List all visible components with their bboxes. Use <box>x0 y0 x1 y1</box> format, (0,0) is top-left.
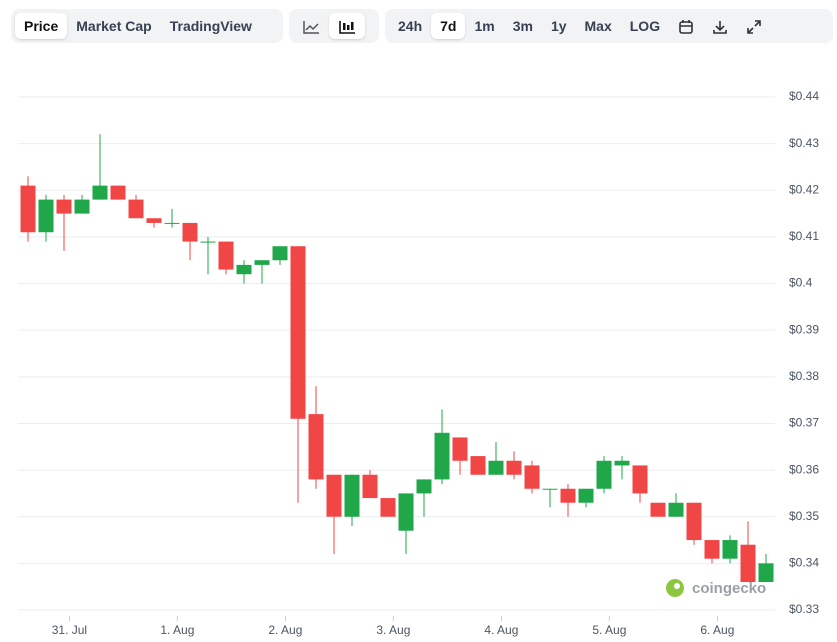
y-tick-label: $0.37 <box>789 416 819 430</box>
x-tick-label: 3. Aug <box>376 623 410 637</box>
candle-body <box>92 185 108 200</box>
candle-body <box>218 241 234 270</box>
candle-body <box>398 493 414 531</box>
candle-body <box>740 544 756 583</box>
candle-body <box>614 460 630 466</box>
candle-body <box>74 199 90 214</box>
calendar-icon[interactable] <box>669 13 703 39</box>
candle-body <box>128 199 144 219</box>
range[interactable]: 24h <box>398 18 423 34</box>
range[interactable]: Max <box>584 18 612 34</box>
y-tick-label: $0.42 <box>789 182 819 196</box>
y-tick-label: $0.41 <box>789 229 819 243</box>
candle-body <box>164 222 180 224</box>
tab[interactable]: TradingView <box>169 18 252 34</box>
candle-body <box>632 465 648 494</box>
candle-body <box>182 222 198 242</box>
candle-body <box>416 479 432 494</box>
line-icon[interactable] <box>293 13 329 39</box>
y-tick-label: $0.33 <box>789 602 819 616</box>
y-tick-label: $0.36 <box>789 462 819 476</box>
candle-body <box>272 246 288 261</box>
candle-body <box>596 460 612 489</box>
candle-body <box>758 563 774 583</box>
candle-body <box>380 498 396 517</box>
plot: $0.33 $0.34 $0.35 $0.36 $0.37 $0.38 $0.39 $0.4 $… <box>18 89 819 637</box>
candle-body <box>290 246 306 419</box>
candle-body <box>704 540 720 559</box>
candle-body <box>236 264 252 275</box>
candle-body <box>326 474 342 517</box>
x-tick-label: 31. Jul <box>52 623 87 637</box>
candle-body <box>560 488 576 503</box>
candle-body <box>38 199 54 233</box>
y-tick-label: $0.34 <box>789 556 819 570</box>
candle-body <box>434 432 450 480</box>
range[interactable]: 1y <box>550 18 567 34</box>
range[interactable]: LOG <box>629 18 661 34</box>
candle-body <box>308 414 324 480</box>
candle-body <box>344 474 360 517</box>
tab[interactable]: Price <box>15 13 68 39</box>
x-tick-label: 1. Aug <box>160 623 194 637</box>
x-tick-label: 4. Aug <box>484 623 518 637</box>
candle-body <box>686 502 702 541</box>
x-tick-label: 2. Aug <box>268 623 302 637</box>
tab[interactable]: Market Cap <box>76 18 152 34</box>
watermark: coingecko <box>666 579 766 597</box>
y-tick-label: $0.43 <box>789 136 819 150</box>
candle-body <box>578 488 594 503</box>
y-tick-label: $0.38 <box>789 369 819 383</box>
candle-body <box>362 474 378 499</box>
candle-body <box>650 502 666 517</box>
range[interactable]: 3m <box>512 18 533 34</box>
candle-body <box>524 465 540 489</box>
y-tick-label: $0.4 <box>789 276 813 290</box>
view-tabs: Price Market Cap TradingView <box>11 9 283 43</box>
candle-body <box>542 488 558 490</box>
candle-body <box>254 260 270 265</box>
candle-body <box>20 185 36 233</box>
candle-body <box>506 460 522 475</box>
y-tick-label: $0.35 <box>789 509 819 523</box>
download-icon[interactable] <box>703 13 737 39</box>
candle-body <box>488 460 504 475</box>
y-tick-label: $0.39 <box>789 322 819 336</box>
expand-icon[interactable] <box>737 13 771 39</box>
candle-body <box>56 199 72 214</box>
candle-body <box>452 437 468 461</box>
range[interactable]: 1m <box>474 18 495 34</box>
watermark-text: coingecko <box>692 580 766 597</box>
x-tick-label: 5. Aug <box>592 623 626 637</box>
candle-body <box>146 218 162 223</box>
candle-icon[interactable] <box>329 13 365 39</box>
range-tabs: 24h 7d 1m 3m 1y Max LOG <box>385 9 833 43</box>
chart-style <box>289 9 379 43</box>
candle-body <box>470 456 486 475</box>
candle-body <box>722 540 738 559</box>
candle-body <box>200 241 216 243</box>
y-tick-label: $0.44 <box>789 89 819 103</box>
range[interactable]: 7d <box>431 13 466 39</box>
candle-body <box>668 502 684 517</box>
candle-body <box>110 185 126 200</box>
x-tick-label: 6. Aug <box>700 623 734 637</box>
